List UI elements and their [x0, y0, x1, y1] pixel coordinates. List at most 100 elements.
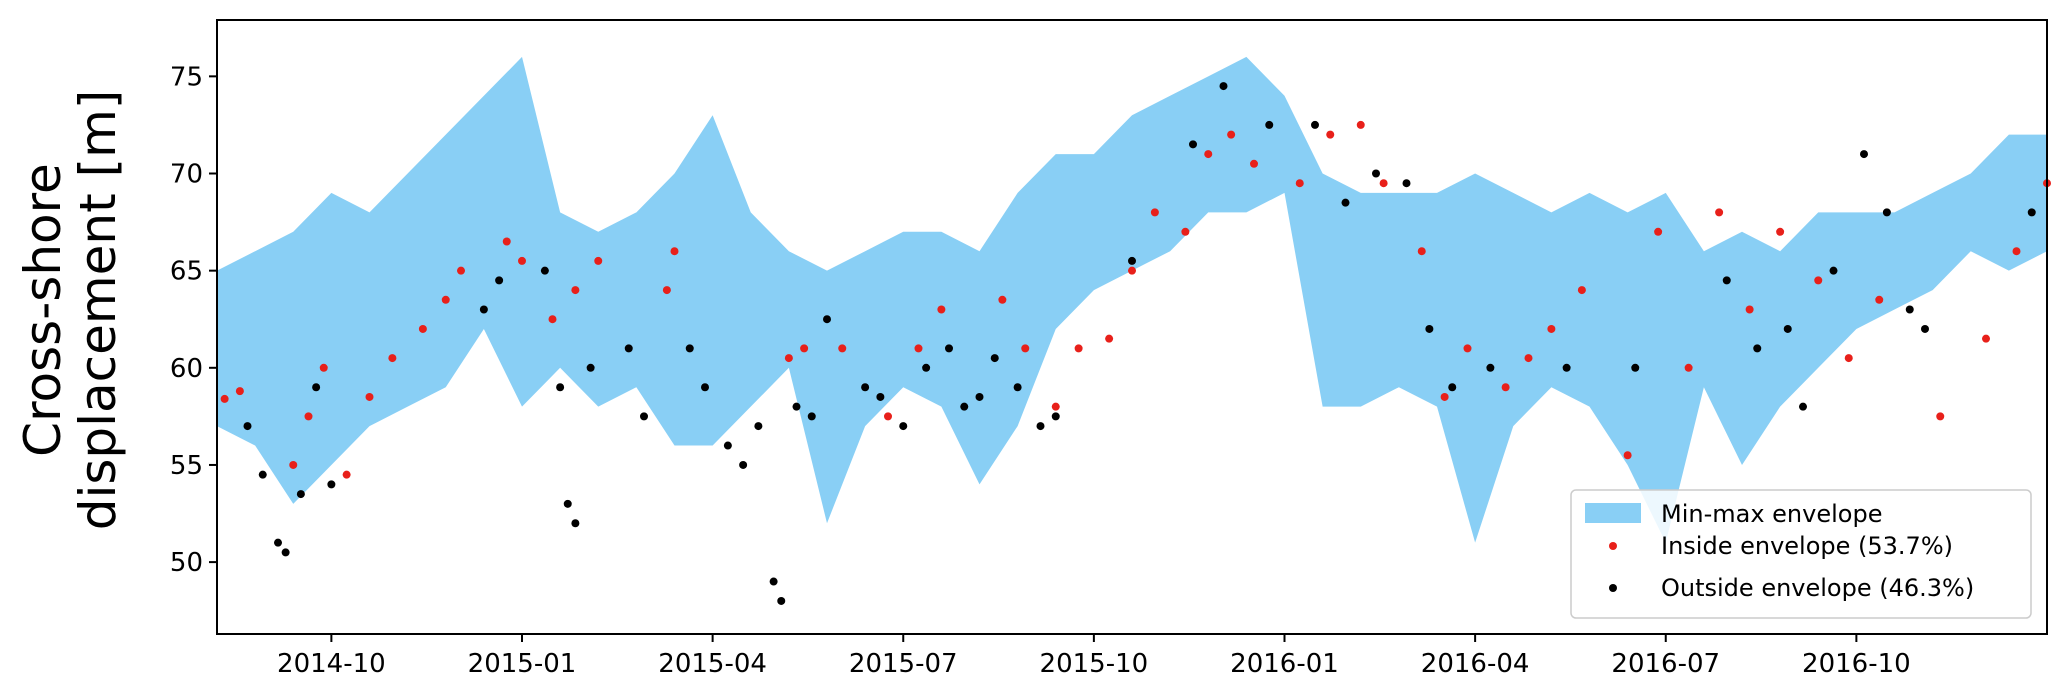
- data-point: [548, 315, 557, 324]
- data-point: [624, 344, 633, 353]
- y-tick-label: 75: [170, 62, 203, 92]
- data-point: [495, 276, 504, 285]
- data-point: [1425, 324, 1434, 333]
- data-point: [1051, 412, 1060, 421]
- data-point: [441, 295, 450, 304]
- data-point: [807, 412, 816, 421]
- data-point: [235, 387, 244, 396]
- data-point: [342, 470, 351, 479]
- y-label-line: Cross-shore: [14, 163, 72, 457]
- legend-label: Outside envelope (46.3%): [1661, 574, 1974, 602]
- data-point: [662, 286, 671, 295]
- data-point: [1463, 344, 1472, 353]
- data-point: [296, 490, 305, 499]
- data-point: [365, 392, 374, 401]
- data-point: [304, 412, 313, 421]
- data-point: [685, 344, 694, 353]
- data-point: [1265, 120, 1274, 129]
- data-point: [1921, 324, 1929, 333]
- data-point: [1936, 412, 1945, 421]
- data-point: [1311, 120, 1319, 129]
- data-point: [220, 394, 229, 403]
- data-point: [556, 383, 565, 392]
- data-point: [1250, 159, 1258, 168]
- x-tick-label: 2015-04: [658, 649, 767, 679]
- data-point: [1776, 227, 1785, 236]
- data-point: [1882, 208, 1891, 217]
- envelope-area: [217, 56, 2047, 543]
- data-point: [640, 412, 648, 421]
- data-point: [945, 344, 953, 353]
- data-point: [701, 383, 709, 392]
- data-point: [1128, 256, 1136, 265]
- y-axis-label: Cross-shore displacement [m]: [14, 90, 127, 531]
- data-point: [1105, 334, 1114, 343]
- data-point: [1326, 130, 1335, 139]
- data-point: [1356, 120, 1365, 129]
- data-point: [1562, 363, 1571, 372]
- data-point: [502, 237, 511, 246]
- y-tick-label: 60: [170, 354, 203, 384]
- data-point: [571, 519, 580, 528]
- data-point: [1227, 130, 1236, 139]
- data-point: [457, 266, 465, 275]
- data-point: [312, 383, 321, 392]
- data-point: [876, 392, 885, 401]
- y-label-line: displacement [m]: [69, 90, 127, 531]
- data-point: [388, 354, 397, 363]
- legend-label: Min-max envelope: [1661, 500, 1882, 528]
- y-tick-label: 70: [170, 160, 203, 190]
- data-point: [1051, 402, 1060, 411]
- data-point: [1783, 324, 1792, 333]
- x-tick-label: 2016-07: [1611, 649, 1720, 679]
- data-point: [922, 363, 931, 372]
- data-point: [1341, 198, 1350, 207]
- data-point: [1074, 344, 1083, 353]
- data-point: [1150, 208, 1159, 217]
- data-point: [571, 286, 580, 295]
- data-point: [670, 247, 679, 256]
- data-point: [1021, 344, 1030, 353]
- data-point: [319, 363, 328, 372]
- x-tick-label: 2014-10: [277, 649, 386, 679]
- data-point: [1982, 334, 1990, 343]
- data-point: [540, 266, 549, 275]
- data-point: [990, 354, 999, 363]
- x-tick-label: 2016-04: [1421, 649, 1530, 679]
- legend-marker: [1609, 584, 1617, 592]
- data-point: [1631, 363, 1640, 372]
- data-point: [884, 412, 892, 421]
- data-point: [914, 344, 923, 353]
- x-tick-label: 2015-07: [849, 649, 958, 679]
- data-point: [1814, 276, 1823, 285]
- data-point: [1501, 383, 1510, 392]
- y-tick-label: 65: [170, 257, 203, 287]
- data-point: [1875, 295, 1884, 304]
- data-point: [1547, 324, 1556, 333]
- data-point: [1036, 422, 1045, 431]
- data-point: [1860, 150, 1868, 159]
- legend-box: [1570, 489, 2032, 619]
- data-point: [289, 460, 298, 469]
- data-point: [2027, 208, 2036, 217]
- data-point: [479, 305, 488, 314]
- data-point: [1844, 354, 1853, 363]
- data-point: [838, 344, 847, 353]
- data-point: [1753, 344, 1762, 353]
- data-point: [518, 256, 526, 265]
- x-tick-label: 2015-10: [1040, 649, 1149, 679]
- data-point: [1128, 266, 1136, 275]
- x-tick-label: 2015-01: [468, 649, 577, 679]
- data-point: [1372, 169, 1380, 178]
- data-point: [1684, 363, 1693, 372]
- data-point: [769, 577, 778, 586]
- x-tick-label: 2016-01: [1230, 649, 1339, 679]
- data-point: [2012, 247, 2021, 256]
- data-point: [1829, 266, 1838, 275]
- data-point: [1448, 383, 1457, 392]
- data-point: [1295, 179, 1304, 188]
- plot-frame: [216, 19, 2048, 635]
- data-point: [1189, 140, 1197, 149]
- data-point: [899, 422, 908, 431]
